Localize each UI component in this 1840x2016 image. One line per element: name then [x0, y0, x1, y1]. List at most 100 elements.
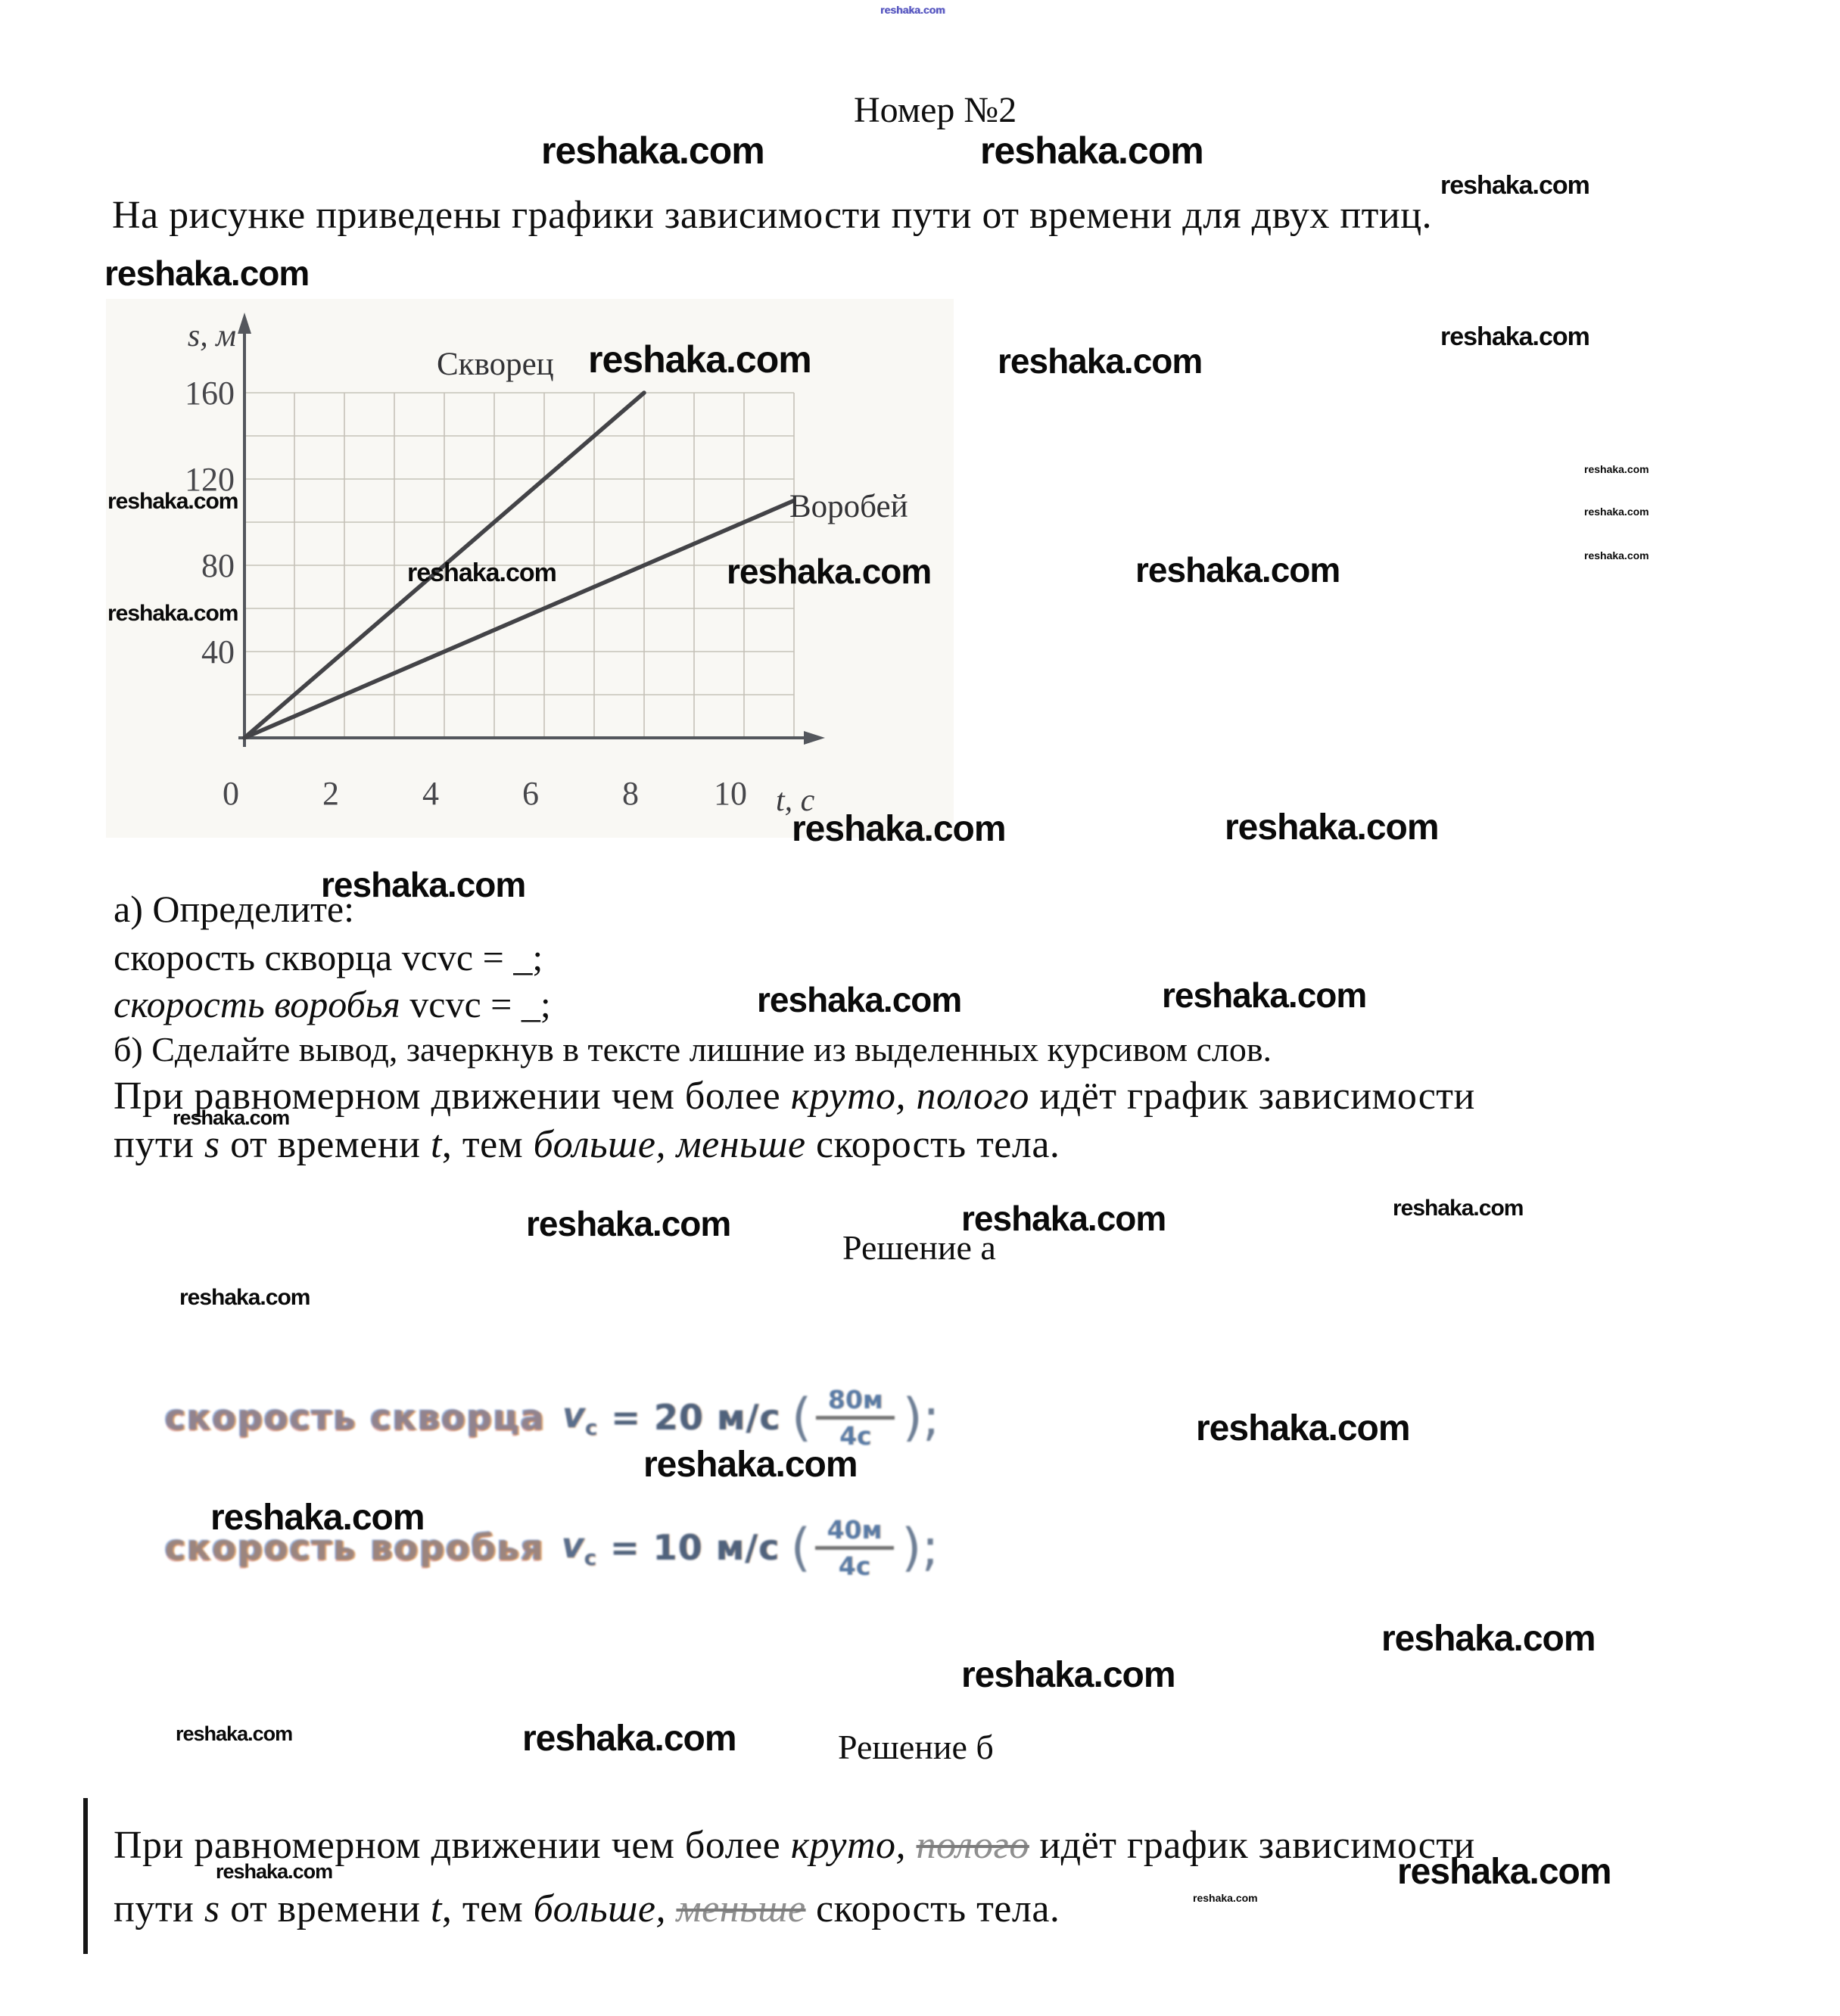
text-part: s — [204, 1123, 220, 1166]
solution-b-heading: Решение б — [838, 1728, 994, 1766]
x-tick-label: 8 — [622, 775, 639, 812]
page-title: Номер №2 — [854, 90, 1017, 130]
watermark: reshaka.com — [522, 1719, 737, 1759]
formula-value: = 20 м/с — [611, 1397, 781, 1438]
text-part: пути — [114, 1887, 204, 1930]
task-b-line1: При равномерном движении чем более круто… — [114, 1073, 1475, 1119]
watermark: reshaka.com — [961, 1655, 1176, 1695]
text-part: пути — [114, 1123, 204, 1166]
text-part: , тем — [441, 1887, 534, 1930]
watermark: reshaka.com — [107, 601, 238, 626]
y-axis-arrow-icon — [238, 313, 251, 334]
text-part: vcvc = _; — [400, 983, 551, 1025]
formula-label: скорость воробья — [165, 1527, 545, 1568]
watermark: reshaka.com — [1393, 1196, 1524, 1221]
watermark: reshaka.com — [727, 552, 932, 591]
watermark: reshaka.com — [321, 865, 526, 904]
watermark: reshaka.com — [1225, 807, 1440, 848]
y-tick-label: 40 — [201, 633, 235, 670]
text-part: скорость тела. — [805, 1123, 1060, 1166]
watermark: reshaka.com — [107, 489, 238, 514]
text-part: полого — [916, 1824, 1029, 1867]
fraction-numerator: 40м — [827, 1514, 883, 1545]
close-paren: ); — [901, 1517, 939, 1578]
text-part: скорость воробья — [114, 983, 400, 1025]
text-part: больше, меньше — [533, 1123, 806, 1166]
fraction-bar — [815, 1545, 895, 1550]
fraction-denominator: 4с — [839, 1420, 872, 1451]
x-tick-label: 0 — [223, 775, 239, 812]
task-a-line-sparrow: скорость воробья vcvc = _; — [114, 982, 551, 1027]
watermark: reshaka.com — [407, 558, 557, 587]
text-part: от времени — [219, 1887, 431, 1930]
formula-sparrow-speed: скорость воробья vc = 10 м/с ( 40м 4с ); — [165, 1491, 939, 1604]
text-part — [666, 1887, 677, 1930]
watermark: reshaka.com — [179, 1285, 310, 1310]
velocity-symbol: vc — [562, 1394, 598, 1441]
watermark: reshaka.com — [1193, 1892, 1258, 1904]
formula-value: = 10 м/с — [610, 1527, 780, 1568]
fraction: 80м 4с — [816, 1387, 895, 1448]
y-tick-label: 160 — [185, 375, 235, 412]
watermark: reshaka.com — [176, 1722, 293, 1745]
text-part: При равномерном движении чем более — [114, 1824, 791, 1867]
task-b-heading: б) Сделайте вывод, зачеркнув в тексте ли… — [114, 1030, 1272, 1069]
text-part: t — [430, 1887, 442, 1930]
watermark: reshaka.com — [1584, 549, 1649, 562]
x-tick-label: 2 — [322, 775, 339, 812]
fraction: 40м 4с — [815, 1514, 895, 1581]
x-axis-title: t, c — [776, 783, 815, 818]
open-paren: ( — [790, 1517, 811, 1578]
text-part: скорость тела. — [805, 1887, 1060, 1930]
watermark: reshaka.com — [588, 338, 812, 381]
text-part: При равномерном движении чем более — [114, 1075, 791, 1118]
text-part: круто, — [790, 1824, 907, 1867]
watermark: reshaka.com — [1381, 1619, 1596, 1659]
velocity-symbol: vc — [561, 1524, 597, 1571]
watermark: reshaka.com — [757, 980, 962, 1019]
y-tick-label: 80 — [201, 547, 235, 584]
watermark: reshaka.com — [880, 4, 945, 16]
fraction-denominator: 4с — [838, 1551, 871, 1581]
series-label-starling: Скворец — [437, 347, 554, 382]
watermark: reshaka.com — [1397, 1852, 1612, 1892]
x-axis-arrow-icon — [804, 731, 825, 745]
solution-b-line2: пути s от времени t, тем больше, меньше … — [114, 1886, 1060, 1932]
formula-label: скорость скворца — [165, 1397, 546, 1438]
watermark: reshaka.com — [1196, 1408, 1411, 1448]
watermark: reshaka.com — [1584, 506, 1649, 518]
text-part: больше, — [533, 1887, 666, 1930]
y-tick-label: 120 — [185, 461, 235, 498]
text-part: меньше — [676, 1887, 806, 1930]
watermark: reshaka.com — [1162, 975, 1367, 1015]
text-part: идёт график зависимости — [1029, 1075, 1475, 1118]
close-paren: ); — [902, 1387, 940, 1448]
open-paren: ( — [791, 1387, 812, 1448]
watermark: reshaka.com — [1440, 171, 1590, 200]
watermark: reshaka.com — [526, 1204, 731, 1243]
task-b-line2: пути s от времени t, тем больше, меньше … — [114, 1122, 1060, 1168]
watermark: reshaka.com — [792, 809, 1007, 849]
chart-svg: Скворец Воробей 40 80 120 160 0 2 4 6 8 10 s, м t, c — [185, 313, 908, 818]
text-part: t — [430, 1123, 442, 1166]
text-part — [906, 1824, 917, 1867]
solution-b-line1: При равномерном движении чем более круто… — [114, 1822, 1475, 1868]
watermark: reshaka.com — [643, 1445, 858, 1485]
y-axis-title: s, м — [188, 319, 236, 353]
formula-starling-speed: скорость скворца vc = 20 м/с ( 80м 4с ); — [165, 1361, 940, 1474]
text-part: от времени — [219, 1123, 431, 1166]
x-tick-label: 6 — [522, 775, 539, 812]
text-part: s — [204, 1887, 220, 1930]
task-a-line-starling: скорость скворца vcvc = _; — [114, 935, 543, 980]
watermark: reshaka.com — [104, 254, 310, 293]
watermark: reshaka.com — [210, 1498, 425, 1538]
distance-time-chart: Скворец Воробей 40 80 120 160 0 2 4 6 8 10 s, м t, c — [106, 299, 954, 838]
fraction-bar — [816, 1415, 895, 1420]
blockquote-bar — [83, 1798, 88, 1954]
watermark: reshaka.com — [1440, 322, 1590, 351]
watermark: reshaka.com — [961, 1199, 1166, 1238]
series-line-sparrow — [242, 498, 796, 740]
watermark: reshaka.com — [998, 341, 1203, 381]
solution-a-heading: Решение а — [842, 1228, 996, 1267]
